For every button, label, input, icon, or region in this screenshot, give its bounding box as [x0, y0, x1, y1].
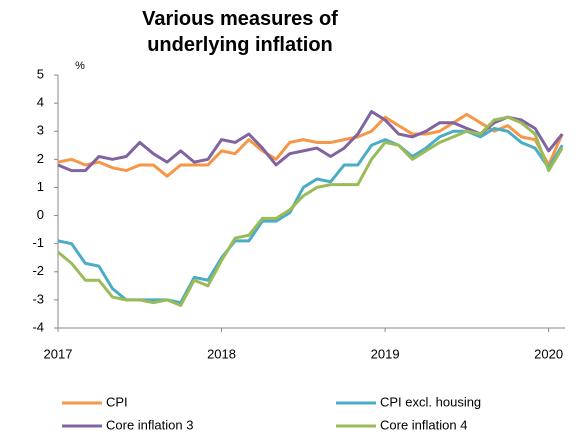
y-tick-label: -3 [32, 291, 44, 306]
y-tick-label: 1 [37, 179, 44, 194]
legend-label: CPI [106, 394, 128, 409]
y-tick-label: 0 [37, 207, 44, 222]
x-tick-label: 2018 [207, 346, 236, 361]
y-tick-label: -4 [32, 319, 44, 334]
y-tick-label: 3 [37, 123, 44, 138]
x-tick-label: 2020 [534, 346, 563, 361]
series-line [57, 112, 564, 178]
y-tick-label: -1 [32, 235, 44, 250]
chart-title: Various measures of underlying inflation [142, 8, 338, 56]
y-tick-label: 2 [37, 151, 44, 166]
legend-label: Core inflation 3 [106, 417, 193, 432]
y-tick-label: 5 [37, 66, 44, 81]
y-tick-label: 4 [37, 95, 44, 110]
series-line [57, 126, 564, 305]
legend-label: CPI excl. housing [380, 394, 481, 409]
x-tick-label: 2017 [44, 346, 73, 361]
series-line [57, 115, 564, 308]
legend-label: Core inflation 4 [380, 417, 467, 432]
x-tick-label: 2019 [371, 346, 400, 361]
y-tick-label: -2 [32, 263, 44, 278]
y-axis-label: % [75, 60, 85, 72]
